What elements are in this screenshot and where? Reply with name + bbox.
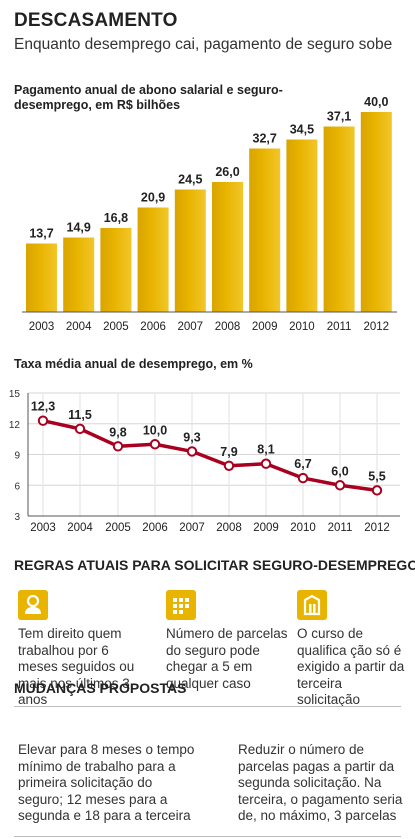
line-chart: 3 6 9 12 15 12,3 2003 11,5 2004 9,8 2005 10,0 2006 9,… [9, 389, 400, 534]
bar-value-label: 34,5 [290, 123, 314, 137]
line-category-label: 2006 [142, 522, 168, 534]
line-category-label: 2012 [364, 522, 390, 534]
line-point-2012 [371, 485, 383, 496]
line-category-label: 2003 [30, 522, 56, 534]
line-ytick-label: 6 [14, 481, 20, 492]
bar-value-label: 13,7 [29, 227, 53, 241]
divider-bottom [14, 836, 401, 837]
line-point-2010 [297, 472, 309, 484]
line-ytick-label: 3 [14, 512, 20, 523]
page-title: DESCASAMENTO [14, 10, 178, 31]
bar-2011 [323, 126, 355, 312]
line-series [42, 418, 378, 493]
line-point-2008 [223, 460, 235, 471]
rule-text-3: O curso de qualifica ção só é exigido a … [297, 626, 405, 707]
line-point-2005 [112, 441, 124, 452]
bar-category-label: 2006 [140, 321, 166, 333]
line-value-label: 10,0 [143, 423, 167, 437]
bar-2007 [174, 189, 206, 312]
line-value-label: 7,9 [220, 445, 237, 459]
line-ytick-label: 12 [9, 420, 21, 431]
bar-category-label: 2004 [66, 321, 92, 333]
bar-2004 [63, 237, 95, 312]
bar-value-label: 40,0 [364, 95, 388, 109]
bar-category-label: 2008 [215, 321, 241, 333]
line-ytick-label: 9 [14, 451, 20, 462]
line-category-label: 2005 [105, 522, 131, 534]
line-point-2007 [186, 446, 198, 457]
bar-value-label: 24,5 [178, 173, 202, 187]
line-point-2006 [149, 439, 161, 450]
line-value-label: 8,1 [257, 443, 274, 457]
change-text-2: Reduzir o número de parcelas pagas a par… [238, 742, 403, 823]
building-icon [297, 590, 327, 620]
bar-value-label: 26,0 [215, 165, 239, 179]
worker-icon [18, 590, 48, 620]
bar-value-label: 32,7 [253, 132, 277, 146]
bar-value-label: 20,9 [141, 191, 165, 205]
change-text-1: Elevar para 8 meses o tempo mínimo de tr… [18, 742, 195, 823]
bar-value-label: 37,1 [327, 110, 351, 124]
line-category-label: 2007 [179, 522, 205, 534]
line-value-label: 9,8 [109, 425, 126, 439]
line-point-2003 [37, 415, 49, 426]
bar-2005 [100, 228, 132, 312]
line-point-2009 [260, 458, 272, 469]
rule-text-2: Número de parcelas do seguro pode chegar… [166, 626, 288, 691]
bar-2009 [249, 148, 281, 312]
line-value-label: 6,0 [331, 464, 348, 478]
bar-value-label: 16,8 [104, 211, 128, 225]
bar-value-label: 14,9 [67, 221, 91, 235]
bar-2010 [286, 139, 318, 312]
line-value-label: 12,3 [31, 400, 55, 414]
line-category-label: 2008 [216, 522, 242, 534]
calendar-grid-icon [166, 590, 196, 620]
bar-2008 [212, 182, 243, 312]
divider-top [14, 706, 401, 707]
bar-2012 [360, 112, 392, 312]
bar-2003 [26, 243, 57, 312]
bar-category-label: 2011 [327, 321, 352, 333]
page-subtitle: Enquanto desemprego cai, pagamento de se… [14, 36, 393, 53]
line-category-label: 2009 [253, 522, 279, 534]
rule-text-1: Tem direito quem trabalhou por 6 meses s… [18, 626, 135, 707]
line-value-label: 5,5 [368, 469, 385, 483]
changes-heading: MUDANÇAS PROPOSTAS [14, 680, 187, 696]
line-point-2004 [74, 423, 86, 435]
bar-category-label: 2005 [103, 321, 129, 333]
line-value-label: 9,3 [183, 430, 200, 444]
bar-category-label: 2007 [178, 321, 204, 333]
bar-chart: 13,7 2003 14,9 2004 16,8 2005 20,9 2006 24,5 2007… [22, 95, 397, 333]
rules-heading: REGRAS ATUAIS PARA SOLICITAR SEGURO-DESE… [14, 557, 415, 573]
bar-category-label: 2010 [289, 321, 315, 333]
bar-chart-title: Pagamento anual de abono salarial e segu… [14, 83, 283, 112]
line-point-2011 [334, 480, 346, 491]
line-ytick-label: 15 [9, 389, 21, 400]
line-category-label: 2004 [67, 522, 93, 534]
line-category-label: 2010 [290, 522, 316, 534]
line-value-label: 11,5 [68, 408, 92, 422]
line-category-label: 2011 [328, 522, 353, 534]
bar-category-label: 2012 [364, 321, 390, 333]
line-chart-title: Taxa média anual de desemprego, em % [14, 357, 253, 371]
bar-category-label: 2003 [29, 321, 55, 333]
bar-2006 [137, 207, 169, 312]
bar-category-label: 2009 [252, 321, 278, 333]
line-value-label: 6,7 [294, 457, 311, 471]
